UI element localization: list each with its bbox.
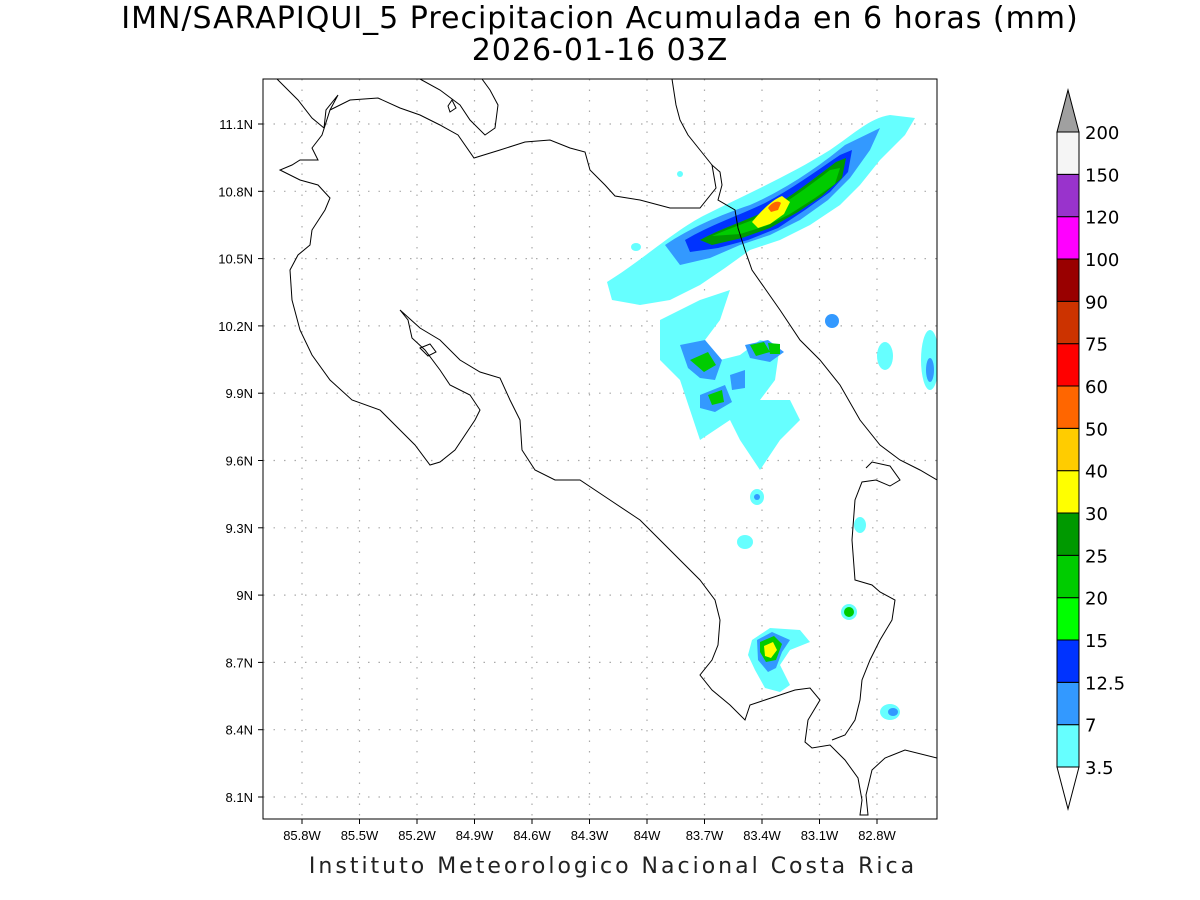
precip-cell-small — [926, 358, 934, 382]
precip-cell-small — [677, 171, 683, 177]
lon-tick-label: 85.2W — [398, 828, 436, 843]
colorbar-top-arrow — [1056, 88, 1080, 133]
colorbar-label: 150 — [1085, 165, 1119, 186]
colorbar-label: 3.5 — [1085, 758, 1114, 779]
lon-tick-label: 84W — [634, 828, 661, 843]
colorbar-swatch — [1056, 512, 1080, 556]
footer-credit: Instituto Meteorologico Nacional Costa R… — [308, 854, 918, 879]
coastline-borders — [276, 79, 937, 816]
colorbar-swatch — [1056, 258, 1080, 302]
precip-cell-small — [825, 314, 839, 328]
precip-core-north-peak — [768, 201, 781, 212]
axis-ticks: 11.1N 10.8N 10.5N 10.2N 9.9N 9.6N 9.3N 9N 8.7N 8.… — [218, 117, 896, 843]
colorbar-label: 12.5 — [1085, 673, 1125, 694]
colorbar-swatch — [1056, 385, 1080, 429]
precip-cell-small — [844, 607, 854, 617]
colorbar-label: 200 — [1085, 123, 1119, 144]
lon-tick-label: 85.8W — [283, 828, 321, 843]
lat-tick-label: 9N — [236, 588, 253, 603]
colorbar-swatch — [1056, 597, 1080, 641]
precip-cell-small — [877, 342, 893, 370]
colorbar-swatch — [1056, 131, 1080, 175]
colorbar-swatch — [1056, 554, 1080, 599]
colorbar-label: 75 — [1085, 335, 1108, 356]
colorbar-swatch — [1056, 724, 1080, 768]
caribbean-coast — [671, 79, 713, 166]
colorbar-swatch — [1056, 173, 1080, 218]
colorbar-swatch — [1056, 427, 1080, 472]
precip-cell-small — [737, 535, 753, 549]
colorbar-label: 100 — [1085, 250, 1119, 271]
colorbar-swatch — [1056, 639, 1080, 683]
colorbar-label: 30 — [1085, 504, 1108, 525]
colorbar-label: 120 — [1085, 208, 1119, 229]
precip-central-cells — [660, 290, 800, 470]
precip-cell-small — [631, 243, 641, 251]
lat-tick-label: 9.9N — [226, 386, 253, 401]
colorbar-label: 90 — [1085, 292, 1108, 313]
colorbar-label: 60 — [1085, 377, 1108, 398]
precip-cell-small — [854, 517, 866, 533]
precip-band-north-e — [712, 168, 840, 236]
lon-tick-label: 83.7W — [686, 828, 724, 843]
lat-tick-label: 8.4N — [226, 723, 253, 738]
lat-tick-label: 9.6N — [226, 454, 253, 469]
colorbar-bottom-arrow — [1056, 766, 1080, 811]
precip-cell-small — [888, 708, 898, 716]
lat-tick-label: 8.7N — [226, 655, 253, 670]
colorbar: 3.5 7 12.5 15 20 25 30 40 50 60 75 90 100 120 150 200 — [1056, 88, 1125, 811]
colorbar-swatch — [1056, 216, 1080, 260]
lat-tick-label: 10.2N — [218, 319, 253, 334]
lat-tick-label: 9.3N — [226, 521, 253, 536]
colorbar-label: 50 — [1085, 419, 1108, 440]
precip-band-north-d — [700, 158, 846, 245]
colorbar-swatch — [1056, 470, 1080, 514]
lat-lon-grid — [263, 79, 937, 819]
lon-tick-label: 82.8W — [858, 828, 896, 843]
map-valid-time: 2026-01-16 03Z — [471, 33, 729, 68]
colorbar-swatch — [1056, 343, 1080, 387]
lat-tick-label: 11.1N — [219, 117, 253, 132]
colorbar-label: 7 — [1085, 716, 1096, 737]
northern-islet — [447, 99, 457, 113]
colorbar-label: 20 — [1085, 589, 1108, 610]
panama-border — [831, 461, 901, 741]
colorbar-label: 25 — [1085, 546, 1108, 567]
lon-tick-label: 83.1W — [801, 828, 839, 843]
colorbar-label: 40 — [1085, 462, 1108, 483]
precip-cell-small — [754, 494, 760, 500]
lon-tick-label: 84.9W — [456, 828, 494, 843]
map-title: IMN/SARAPIQUI_5 Precipitacion Acumulada … — [121, 1, 1079, 36]
precip-central-cells-c — [690, 342, 780, 405]
precip-band-north-c — [685, 150, 852, 252]
lon-tick-label: 83.4W — [743, 828, 781, 843]
lon-tick-label: 84.3W — [571, 828, 609, 843]
pacific-coastline — [276, 79, 937, 816]
precipitation-field — [607, 115, 937, 720]
lat-tick-label: 10.5N — [218, 252, 253, 267]
lon-tick-label: 85.5W — [341, 828, 379, 843]
plot-frame — [262, 78, 938, 820]
lon-tick-label: 84.6W — [513, 828, 551, 843]
lat-tick-label: 10.8N — [218, 184, 253, 199]
colorbar-swatch — [1056, 300, 1080, 345]
colorbar-swatch — [1056, 681, 1080, 726]
lake-nicaragua-shore — [419, 79, 499, 136]
nicaragua-border — [329, 97, 937, 481]
nicoya-island — [419, 343, 437, 357]
precip-south-core — [764, 642, 777, 658]
lat-tick-label: 8.1N — [226, 790, 253, 805]
colorbar-label: 15 — [1085, 631, 1108, 652]
